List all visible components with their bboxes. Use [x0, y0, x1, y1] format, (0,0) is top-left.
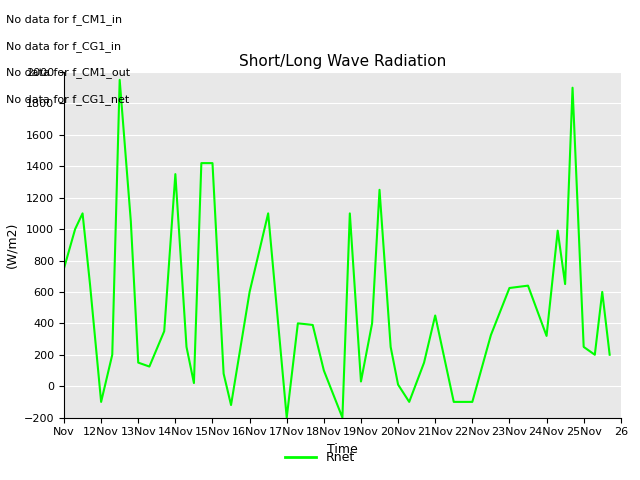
Rnet [220, 371, 227, 376]
Rnet [506, 285, 513, 291]
Rnet [431, 312, 439, 318]
Rnet [79, 211, 86, 216]
Rnet [209, 160, 216, 166]
X-axis label: Time: Time [327, 443, 358, 456]
Rnet [368, 321, 376, 326]
Rnet [598, 289, 606, 295]
Rnet [450, 399, 458, 405]
Rnet [86, 281, 94, 287]
Legend: Rnet: Rnet [280, 446, 360, 469]
Rnet [227, 402, 235, 408]
Text: No data for f_CM1_out: No data for f_CM1_out [6, 67, 131, 78]
Rnet [387, 344, 394, 350]
Text: No data for f_CG1_net: No data for f_CG1_net [6, 94, 130, 105]
Rnet [134, 360, 142, 365]
Rnet [394, 382, 402, 387]
Rnet [60, 265, 68, 271]
Rnet [554, 228, 561, 234]
Rnet [420, 360, 428, 365]
Rnet [320, 368, 328, 373]
Text: No data for f_CM1_in: No data for f_CM1_in [6, 14, 122, 25]
Rnet [339, 415, 346, 420]
Line: Rnet: Rnet [64, 80, 610, 418]
Rnet [468, 399, 476, 405]
Rnet [569, 85, 577, 91]
Rnet [294, 321, 301, 326]
Rnet [309, 322, 317, 328]
Rnet [198, 160, 205, 166]
Rnet [591, 352, 598, 358]
Rnet [606, 352, 614, 358]
Rnet [145, 364, 153, 370]
Rnet [161, 328, 168, 334]
Rnet [182, 344, 190, 350]
Rnet [71, 226, 79, 232]
Rnet [543, 333, 550, 339]
Y-axis label: (W/m2): (W/m2) [5, 222, 18, 268]
Rnet [108, 352, 116, 358]
Rnet [580, 344, 588, 350]
Rnet [376, 187, 383, 192]
Rnet [405, 399, 413, 405]
Rnet [264, 211, 272, 216]
Rnet [524, 283, 532, 288]
Rnet [190, 380, 198, 386]
Rnet [97, 399, 105, 405]
Rnet [561, 281, 569, 287]
Rnet [127, 218, 134, 224]
Rnet [116, 77, 124, 83]
Rnet [357, 379, 365, 384]
Rnet [246, 289, 253, 295]
Title: Short/Long Wave Radiation: Short/Long Wave Radiation [239, 54, 446, 70]
Text: No data for f_CG1_in: No data for f_CG1_in [6, 41, 122, 52]
Rnet [283, 415, 291, 420]
Rnet [487, 332, 495, 338]
Rnet [172, 171, 179, 177]
Rnet [346, 211, 354, 216]
